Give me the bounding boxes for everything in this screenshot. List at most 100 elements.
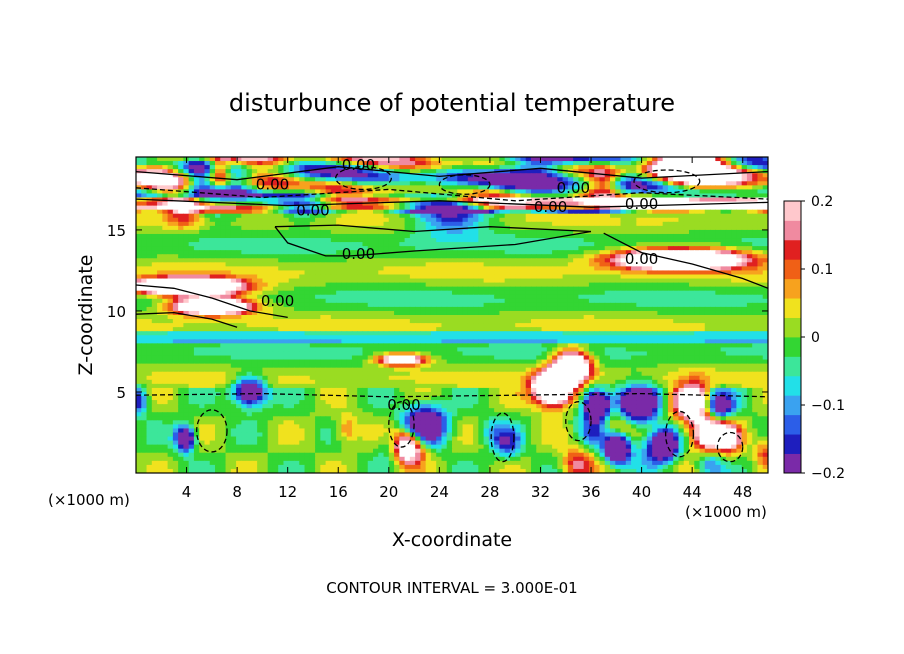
heat-cell: [741, 165, 748, 170]
heat-cell: [315, 270, 321, 276]
heat-cell: [341, 319, 348, 324]
heat-cell: [457, 290, 464, 296]
heat-cell: [499, 266, 506, 272]
heat-cell: [362, 323, 369, 328]
heat-cell: [230, 310, 237, 316]
heat-cell: [220, 189, 227, 195]
heat-cell: [725, 282, 732, 288]
heat-cell: [141, 258, 148, 263]
heat-cell: [309, 229, 316, 235]
heat-cell: [504, 161, 511, 166]
heat-cell: [430, 217, 437, 223]
heat-cell: [141, 274, 148, 280]
heat-cell: [304, 221, 311, 227]
heat-cell: [478, 221, 485, 227]
heat-cell: [583, 266, 590, 272]
heat-cell: [283, 185, 290, 191]
heat-cell: [151, 185, 158, 191]
heat-cell: [383, 278, 390, 284]
heat-cell: [483, 290, 490, 296]
heat-cell: [199, 262, 206, 267]
heat-cell: [362, 278, 369, 284]
heat-cell: [209, 254, 216, 259]
heat-cell: [699, 185, 706, 191]
heat-cell: [267, 205, 274, 211]
heat-cell: [462, 315, 469, 320]
heat-cell: [562, 302, 569, 308]
heat-cell: [362, 266, 369, 272]
heat-cell: [199, 165, 206, 170]
heat-cell: [741, 181, 748, 186]
heat-cell: [752, 213, 759, 219]
heat-cell: [288, 294, 295, 300]
heat-cell: [288, 209, 295, 215]
heat-cell: [346, 225, 353, 231]
heat-cell: [473, 233, 479, 239]
heat-cell: [346, 302, 353, 308]
heat-cell: [594, 306, 601, 312]
heat-cell: [536, 201, 543, 207]
heat-cell: [683, 193, 690, 199]
heat-cell: [420, 254, 427, 259]
heat-cell: [267, 185, 274, 191]
heat-cell: [567, 319, 574, 324]
heat-cell: [525, 250, 532, 255]
heat-cell: [336, 157, 342, 162]
heat-cell: [473, 323, 479, 328]
heat-cell: [283, 177, 290, 182]
heat-cell: [325, 310, 332, 316]
heat-cell: [409, 266, 416, 272]
heat-cell: [336, 233, 342, 239]
heat-cell: [599, 209, 606, 215]
heat-cell: [473, 181, 479, 186]
heat-cell: [446, 310, 453, 316]
heat-cell: [652, 193, 658, 199]
heat-cell: [546, 189, 553, 195]
heat-cell: [178, 221, 184, 227]
heat-cell: [409, 157, 416, 162]
heat-cell: [725, 266, 732, 272]
heat-cell: [736, 205, 743, 211]
heat-cell: [420, 233, 427, 239]
heat-cell: [241, 302, 248, 308]
heat-cell: [509, 197, 516, 203]
heat-cell: [336, 250, 342, 255]
heat-cell: [657, 217, 664, 223]
heat-cell: [425, 161, 432, 166]
heat-cell: [193, 250, 200, 255]
heat-cell: [399, 229, 406, 235]
heat-cell: [541, 250, 548, 255]
heat-cell: [594, 310, 601, 316]
heat-cell: [615, 315, 622, 320]
heat-cell: [220, 205, 227, 211]
heat-cell: [652, 201, 658, 207]
heat-cell: [436, 177, 443, 182]
heat-cell: [215, 181, 221, 186]
heat-cell: [199, 323, 206, 328]
heat-cell: [741, 217, 748, 223]
heat-cell: [509, 209, 516, 215]
heat-cell: [720, 306, 727, 312]
heat-cell: [404, 298, 411, 304]
heat-cell: [251, 238, 258, 243]
heat-cell: [736, 258, 743, 263]
heat-cell: [446, 165, 453, 170]
heat-cell: [294, 262, 300, 267]
heat-cell: [267, 229, 274, 235]
heat-cell: [689, 290, 695, 296]
heat-cell: [720, 225, 727, 231]
heat-cell: [752, 282, 759, 288]
heat-cell: [494, 165, 500, 170]
heat-cell: [652, 250, 658, 255]
heat-cell: [615, 165, 622, 170]
heat-cell: [283, 229, 290, 235]
heat-cell: [610, 270, 616, 276]
heat-cell: [415, 201, 421, 207]
heat-cell: [657, 238, 664, 243]
heat-cell: [383, 213, 390, 219]
heat-cell: [594, 262, 601, 267]
heat-cell: [425, 286, 432, 292]
heat-cell: [188, 306, 195, 312]
heat-cell: [378, 282, 385, 288]
heat-cell: [515, 310, 522, 316]
